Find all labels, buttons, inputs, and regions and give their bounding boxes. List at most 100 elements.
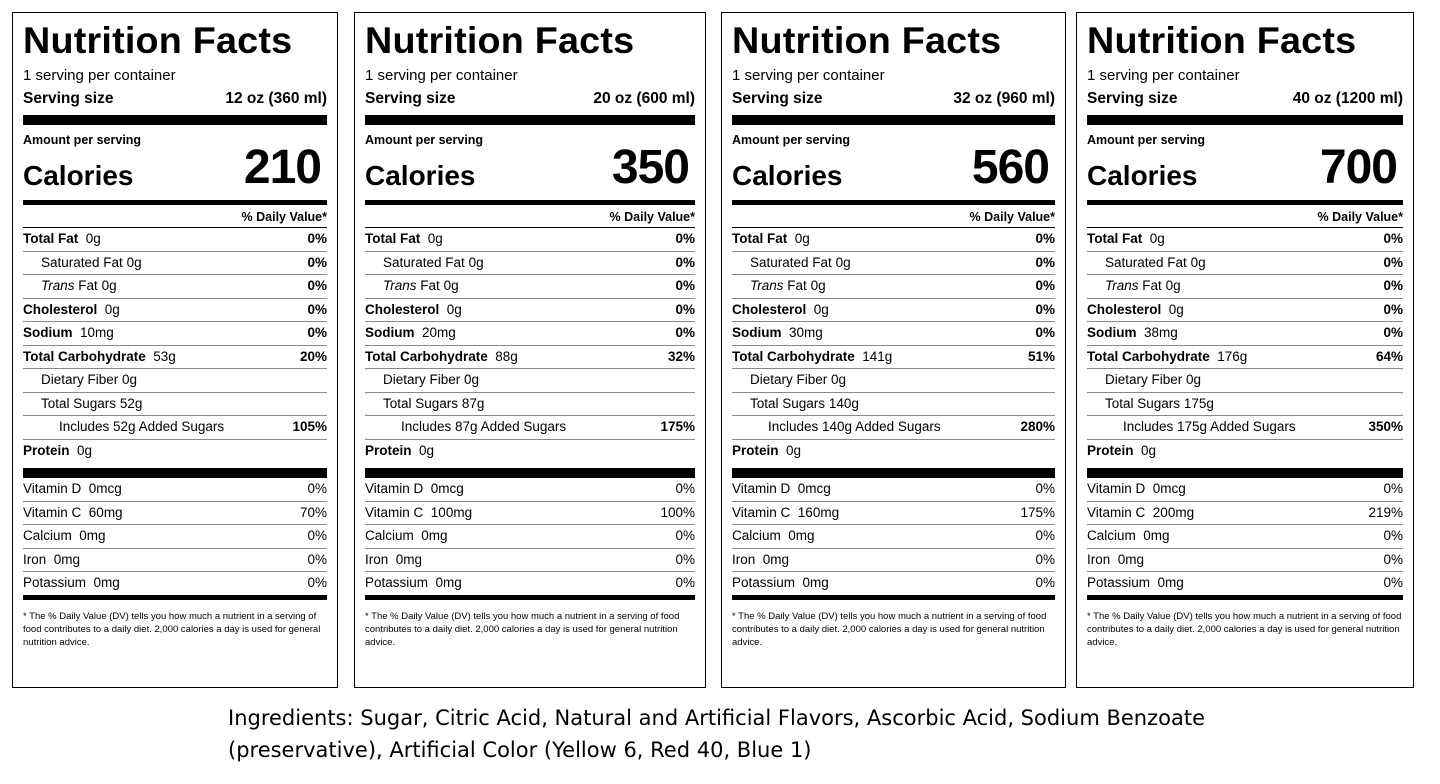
vitamin-name-cell: Vitamin D 0mcg <box>1087 478 1186 501</box>
nutrient-daily-value: 0% <box>675 231 695 246</box>
nutrient-name-cell: Total Carbohydrate 88g <box>365 346 518 369</box>
vitamin-amount: 100mg <box>430 504 473 520</box>
vitamin-name-cell: Iron 0mg <box>732 549 789 572</box>
amount-per-serving: Amount per serving <box>23 133 142 147</box>
nutrient-row: Total Carbohydrate 53g 20% <box>23 346 327 369</box>
nutrient-daily-value: 0% <box>1383 278 1403 293</box>
nutrient-row: Total Fat 0g 0% <box>1087 228 1403 252</box>
nutrient-amount: 0g <box>794 231 810 246</box>
vitamin-daily-value: 0% <box>1035 551 1055 567</box>
divider-medium <box>23 200 327 205</box>
nutrient-name-cell: Dietary Fiber 0g <box>23 369 137 392</box>
nutrient-name-cell: Trans Fat 0g <box>1087 275 1181 298</box>
vitamin-name: Potassium <box>732 575 796 590</box>
nutrient-name-cell: Includes 175g Added Sugars <box>1087 416 1296 439</box>
nutrient-amount: 0g <box>1149 231 1165 246</box>
nutrient-amount: 140g <box>828 395 859 411</box>
vitamin-daily-value: 100% <box>660 504 695 520</box>
vitamin-name-cell: Iron 0mg <box>365 549 422 572</box>
divider-medium <box>23 594 327 600</box>
vitamin-daily-value: 0% <box>1035 481 1055 496</box>
nutrient-daily-value: 0% <box>675 278 695 293</box>
nutrition-label: Nutrition Facts 1 serving per container Se… <box>1076 12 1414 688</box>
vitamin-row: Potassium 0mg 0% <box>365 572 695 595</box>
ingredients-text: Ingredients: Sugar, Citric Acid, Natural… <box>228 706 1205 762</box>
nutrient-row: Saturated Fat 0g 0% <box>23 252 327 275</box>
nutrient-row: Trans Fat 0g 0% <box>365 275 695 299</box>
vitamin-name-cell: Potassium 0mg <box>23 572 120 595</box>
serving-size-label: Serving size <box>365 90 456 107</box>
nutrient-amount: 0g <box>464 372 480 387</box>
nutrient-name: Total Carbohydrate <box>23 348 146 364</box>
nutrient-name-cell: Total Fat 0g <box>23 228 101 251</box>
nutrient-name-cell: Total Sugars 87g <box>365 393 484 416</box>
nutrient-daily-value: 0% <box>1035 254 1055 270</box>
servings-per-container: 1 serving per container <box>365 67 518 84</box>
divider-thick <box>23 468 327 478</box>
nutrient-amount: 0g <box>104 301 120 317</box>
nutrient-daily-value: 280% <box>1020 419 1055 434</box>
nutrient-name-cell: Dietary Fiber 0g <box>365 369 479 392</box>
nutrient-row: Total Fat 0g 0% <box>365 228 695 252</box>
divider-medium <box>365 200 695 205</box>
divider-thick <box>732 115 1055 125</box>
vitamin-name: Iron <box>1087 551 1111 567</box>
vitamin-row: Calcium 0mg 0% <box>732 525 1055 549</box>
vitamin-amount: 0mcg <box>430 481 464 496</box>
daily-value-header: % Daily Value* <box>23 207 327 228</box>
nutrient-row: Trans Fat 0g 0% <box>732 275 1055 299</box>
vitamin-amount: 0mg <box>421 528 448 543</box>
nutrient-name: Saturated Fat <box>1105 254 1187 270</box>
nutrient-row: Protein 0g <box>365 440 695 463</box>
nutrient-amount: 52g <box>119 395 143 411</box>
nutrient-name-cell: Protein 0g <box>365 440 434 463</box>
nutrient-amount: 0g <box>1165 278 1181 293</box>
nutrient-daily-value: 0% <box>1383 231 1403 246</box>
nutrient-name: Total Fat <box>732 231 788 246</box>
nutrient-name-cell: Includes 87g Added Sugars <box>365 416 566 439</box>
nutrient-amount: 0g <box>1186 372 1202 387</box>
vitamin-name-cell: Vitamin D 0mcg <box>23 478 122 501</box>
nutrient-name: Total Carbohydrate <box>732 348 855 364</box>
divider-medium <box>732 200 1055 205</box>
vitamin-name: Iron <box>365 551 389 567</box>
vitamin-name: Calcium <box>1087 528 1136 543</box>
vitamin-name: Vitamin D <box>732 481 791 496</box>
label-title: Nutrition Facts <box>732 20 1002 61</box>
vitamin-name-cell: Vitamin C 60mg <box>23 502 123 525</box>
nutrient-daily-value: 0% <box>307 301 327 317</box>
amount-per-serving: Amount per serving <box>732 133 851 147</box>
serving-size-value: 40 oz (1200 ml) <box>1292 90 1403 107</box>
nutrient-name: Includes 87g Added Sugars <box>401 419 567 434</box>
nutrient-name-cell: Dietary Fiber 0g <box>1087 369 1201 392</box>
vitamin-amount: 0mg <box>79 528 106 543</box>
serving-size-row: Serving size 32 oz (960 ml) <box>732 89 1055 109</box>
nutrient-name-cell: Saturated Fat 0g <box>732 252 851 275</box>
nutrient-amount: 0g <box>443 278 459 293</box>
nutrient-row: Dietary Fiber 0g <box>23 369 327 393</box>
vitamin-daily-value: 0% <box>1035 528 1055 543</box>
nutrient-name-cell: Saturated Fat 0g <box>1087 252 1206 275</box>
nutrient-name: Trans <box>383 278 417 293</box>
divider-thick <box>365 115 695 125</box>
nutrient-name: Total Carbohydrate <box>1087 348 1210 364</box>
daily-value-header: % Daily Value* <box>365 207 695 228</box>
divider-medium <box>1087 200 1403 205</box>
vitamin-amount: 0mg <box>802 575 829 590</box>
nutrient-amount: 0g <box>1141 442 1157 458</box>
nutrient-name: Trans <box>1105 278 1139 293</box>
nutrient-amount: 0g <box>468 254 484 270</box>
nutrient-row: Trans Fat 0g 0% <box>23 275 327 299</box>
nutrient-name: Total Sugars <box>383 395 459 411</box>
nutrient-amount: 0g <box>419 442 435 458</box>
nutrient-daily-value: 0% <box>1383 301 1403 317</box>
nutrient-amount: 88g <box>495 348 518 364</box>
serving-size-row: Serving size 40 oz (1200 ml) <box>1087 89 1403 109</box>
vitamin-name-cell: Vitamin D 0mcg <box>365 478 464 501</box>
calories-value: 700 <box>1319 141 1398 194</box>
vitamin-daily-value: 0% <box>307 528 327 543</box>
vitamin-name-cell: Calcium 0mg <box>732 525 815 548</box>
nutrient-name: Includes 175g Added Sugars <box>1123 419 1296 434</box>
nutrient-name: Includes 52g Added Sugars <box>59 419 225 434</box>
calories-value: 210 <box>243 141 322 194</box>
